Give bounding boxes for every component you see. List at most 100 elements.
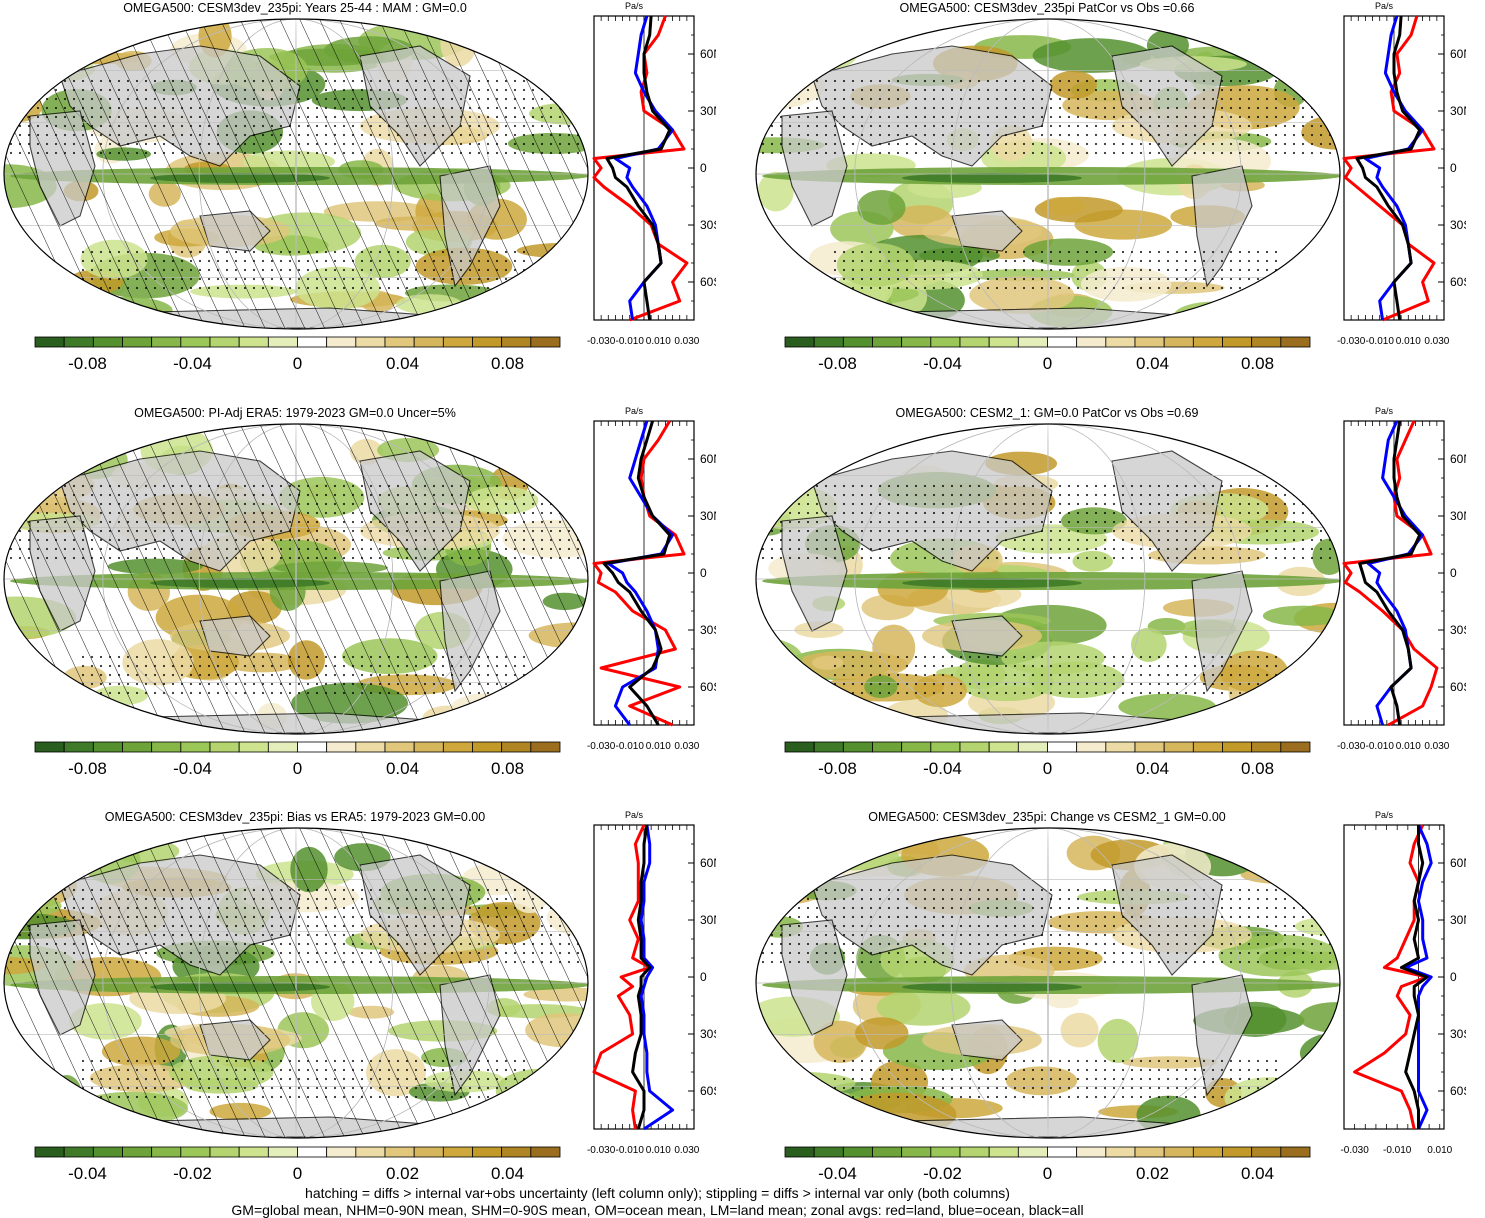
colorbar-swatch <box>1222 336 1253 348</box>
colorbar-tick-label: -0.08 <box>68 759 107 778</box>
panel-title: OMEGA500: CESM3dev_235pi PatCor vs Obs =… <box>899 1 1195 15</box>
zonal-lat-label: 30N <box>1450 104 1466 118</box>
colorbar-swatch <box>355 741 386 753</box>
colorbar: -0.04 -0.02 0 0.02 0.04 <box>784 1146 1311 1183</box>
zonal-lat-label: 0 <box>1450 970 1457 984</box>
colorbar-swatch <box>297 741 328 753</box>
panel-title: OMEGA500: CESM3dev_235pi: Years 25-44 : … <box>123 1 467 15</box>
colorbar-swatch <box>813 336 844 348</box>
zonal-x-tick-label: -0.030 <box>587 1145 616 1156</box>
zonal-x-tick-label: -0.010 <box>1383 1145 1412 1156</box>
zonal-lat-label: 30N <box>700 104 716 118</box>
zonal-x-tick-label: -0.010 <box>616 1145 645 1156</box>
colorbar-tick-label: 0 <box>1043 1164 1052 1183</box>
zonal-lat-label: 60N <box>700 856 716 870</box>
colorbar-tick-label: -0.04 <box>818 1164 857 1183</box>
colorbar-tick-label: 0.02 <box>1136 1164 1169 1183</box>
zonal-mean-plot: Pa/s -0.030 -0.010 0.010 60N 30N 0 30S 60S <box>1340 810 1466 1156</box>
zonal-x-tick-label: 0.030 <box>674 1145 699 1156</box>
colorbar-swatch <box>784 336 815 348</box>
colorbar-swatch <box>1105 1146 1136 1158</box>
colorbar-swatch <box>442 336 473 348</box>
colorbar-swatch <box>1017 741 1048 753</box>
zonal-unit-label: Pa/s <box>625 810 644 820</box>
colorbar-swatch <box>122 741 153 753</box>
colorbar-swatch <box>355 1146 386 1158</box>
zonal-lat-label: 30S <box>700 1027 716 1041</box>
colorbar-swatch <box>267 336 298 348</box>
colorbar-swatch <box>209 1146 240 1158</box>
zonal-x-tick-label: 0.010 <box>646 741 671 752</box>
zonal-x-tick-label: 0.010 <box>1396 336 1421 347</box>
zonal-x-tick-label: -0.010 <box>616 741 645 752</box>
colorbar-tick-label: -0.08 <box>818 759 857 778</box>
colorbar-swatch <box>1076 741 1107 753</box>
colorbar-tick-label: -0.02 <box>923 1164 962 1183</box>
colorbar-tick-label: 0.04 <box>386 354 419 373</box>
colorbar-tick-label: 0 <box>1043 759 1052 778</box>
zonal-x-tick-label: -0.010 <box>616 336 645 347</box>
colorbar-swatch <box>813 741 844 753</box>
colorbar-swatch <box>326 1146 357 1158</box>
colorbar-swatch <box>1222 1146 1253 1158</box>
colorbar-swatch <box>63 1146 94 1158</box>
colorbar-swatch <box>530 741 561 753</box>
map-panel <box>755 18 1341 330</box>
zonal-lat-label: 60S <box>1450 680 1466 694</box>
zonal-x-tick-label: 0.010 <box>646 336 671 347</box>
colorbar-swatch <box>530 336 561 348</box>
colorbar-swatch <box>92 1146 123 1158</box>
colorbar-swatch <box>842 1146 873 1158</box>
colorbar-swatch <box>413 1146 444 1158</box>
zonal-lat-label: 60S <box>700 275 716 289</box>
zonal-x-tick-label: -0.030 <box>587 336 616 347</box>
zonal-series-land <box>1342 420 1439 727</box>
colorbar-swatch <box>34 1146 65 1158</box>
zonal-series-ocean <box>1404 824 1433 1130</box>
zonal-unit-label: Pa/s <box>625 1 644 11</box>
colorbar-swatch <box>413 336 444 348</box>
colorbar-swatch <box>180 741 211 753</box>
map-panel <box>755 827 1341 1139</box>
zonal-x-tick-label: 0.030 <box>674 336 699 347</box>
colorbar-swatch <box>988 336 1019 348</box>
colorbar-tick-label: -0.04 <box>923 759 962 778</box>
zonal-lat-label: 30N <box>1450 913 1466 927</box>
map-panel <box>3 18 589 330</box>
zonal-x-tick-label: -0.010 <box>1366 336 1395 347</box>
zonal-x-tick-label: 0.010 <box>646 1145 671 1156</box>
colorbar-swatch <box>872 741 903 753</box>
zonal-lat-label: 60N <box>700 47 716 61</box>
zonal-unit-label: Pa/s <box>1375 406 1394 416</box>
zonal-x-tick-label: 0.030 <box>674 741 699 752</box>
colorbar-swatch <box>209 336 240 348</box>
panel-title: OMEGA500: CESM3dev_235pi: Bias vs ERA5: … <box>104 810 486 824</box>
colorbar-swatch <box>267 1146 298 1158</box>
zonal-series-all <box>605 15 672 321</box>
colorbar-swatch <box>1280 1146 1311 1158</box>
colorbar-swatch <box>209 741 240 753</box>
zonal-series-all <box>631 824 652 1130</box>
zonal-lat-label: 0 <box>700 970 707 984</box>
colorbar-swatch <box>842 741 873 753</box>
colorbar-swatch <box>1105 336 1136 348</box>
colorbar-swatch <box>1251 1146 1282 1158</box>
colorbar-swatch <box>959 336 990 348</box>
colorbar-swatch <box>1163 1146 1194 1158</box>
colorbar-swatch <box>1047 741 1078 753</box>
colorbar-tick-label: 0.04 <box>1241 1164 1274 1183</box>
colorbar-swatch <box>1134 741 1165 753</box>
colorbar-swatch <box>297 1146 328 1158</box>
zonal-lat-label: 0 <box>1450 161 1457 175</box>
colorbar-swatch <box>1017 336 1048 348</box>
colorbar-tick-label: 0.02 <box>386 1164 419 1183</box>
colorbar-swatch <box>1134 336 1165 348</box>
colorbar-swatch <box>930 1146 961 1158</box>
colorbar-tick-label: 0 <box>293 1164 302 1183</box>
colorbar-swatch <box>384 741 415 753</box>
colorbar-swatch <box>1163 741 1194 753</box>
zonal-lat-label: 30S <box>1450 623 1466 637</box>
